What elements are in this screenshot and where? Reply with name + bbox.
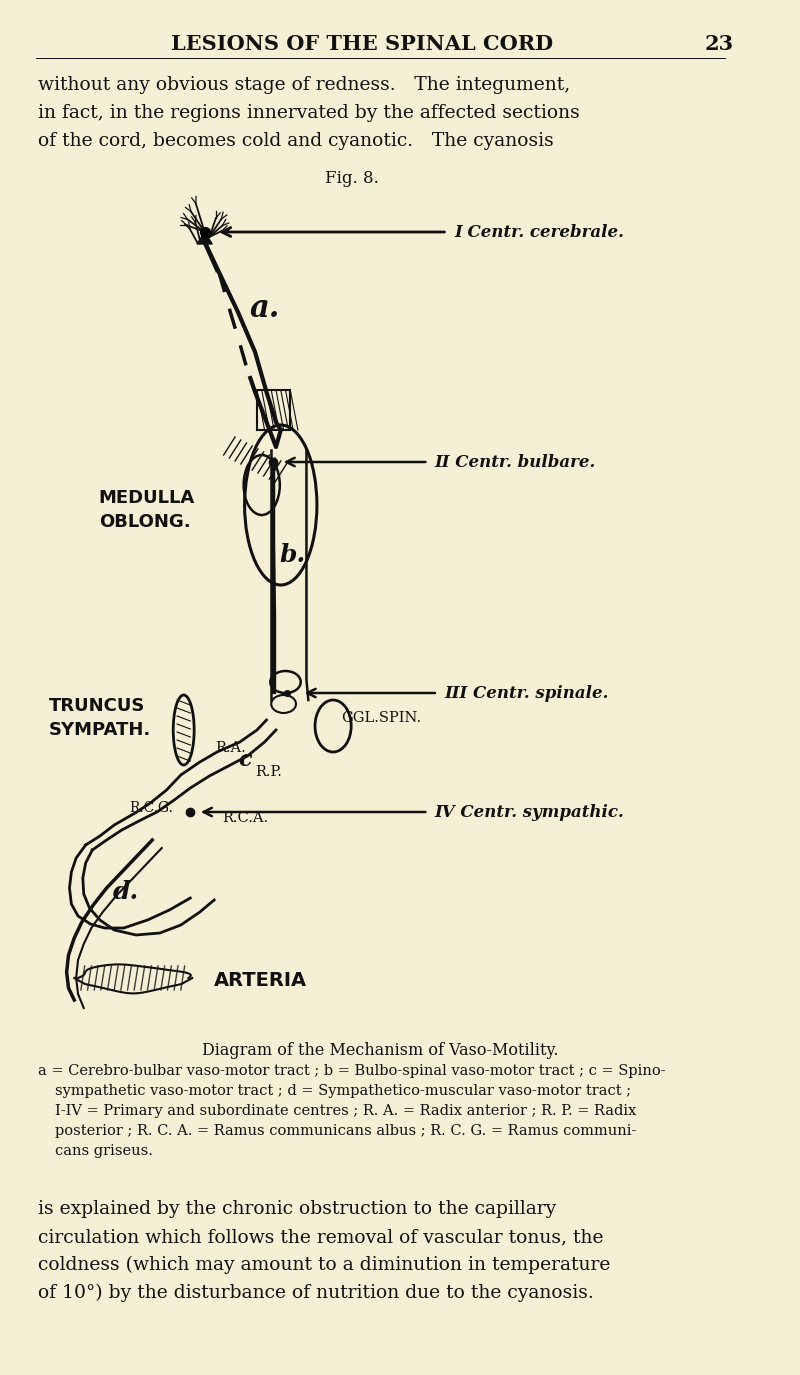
Polygon shape bbox=[197, 232, 212, 243]
Text: b.: b. bbox=[279, 543, 306, 566]
Text: coldness (which may amount to a diminution in temperature: coldness (which may amount to a diminuti… bbox=[38, 1255, 610, 1275]
Text: c: c bbox=[238, 749, 251, 771]
Text: MEDULLA
OBLONG.: MEDULLA OBLONG. bbox=[99, 490, 195, 531]
Text: of the cord, becomes cold and cyanotic. The cyanosis: of the cord, becomes cold and cyanotic. … bbox=[38, 132, 554, 150]
Text: R.A.: R.A. bbox=[215, 741, 246, 755]
Text: GGL.SPIN.: GGL.SPIN. bbox=[341, 711, 421, 725]
Text: d.: d. bbox=[113, 880, 138, 903]
Text: IV Centr. sympathic.: IV Centr. sympathic. bbox=[434, 803, 624, 821]
Text: II Centr. bulbare.: II Centr. bulbare. bbox=[434, 454, 595, 470]
Text: I Centr. cerebrale.: I Centr. cerebrale. bbox=[454, 224, 624, 241]
Text: cans griseus.: cans griseus. bbox=[55, 1144, 153, 1158]
Text: circulation which follows the removal of vascular tonus, the: circulation which follows the removal of… bbox=[38, 1228, 603, 1246]
Text: R.C.G.: R.C.G. bbox=[130, 802, 174, 815]
Text: sympathetic vaso-motor tract ; d = Sympathetico-muscular vaso-motor tract ;: sympathetic vaso-motor tract ; d = Sympa… bbox=[55, 1084, 631, 1099]
Text: R.P.: R.P. bbox=[255, 765, 282, 780]
Text: R.C.A.: R.C.A. bbox=[222, 811, 269, 825]
Text: in fact, in the regions innervated by the affected sections: in fact, in the regions innervated by th… bbox=[38, 104, 580, 122]
Text: of 10°) by the disturbance of nutrition due to the cyanosis.: of 10°) by the disturbance of nutrition … bbox=[38, 1284, 594, 1302]
Text: without any obvious stage of redness. The integument,: without any obvious stage of redness. Th… bbox=[38, 76, 570, 94]
Text: 23: 23 bbox=[705, 34, 734, 54]
Text: Fig. 8.: Fig. 8. bbox=[325, 169, 379, 187]
Text: posterior ; R. C. A. = Ramus communicans albus ; R. C. G. = Ramus communi-: posterior ; R. C. A. = Ramus communicans… bbox=[55, 1123, 637, 1138]
Text: a.: a. bbox=[250, 293, 280, 323]
Text: TRUNCUS
SYMPATH.: TRUNCUS SYMPATH. bbox=[49, 697, 151, 738]
Text: I-IV = Primary and subordinate centres ; R. A. = Radix anterior ; R. P. = Radix: I-IV = Primary and subordinate centres ;… bbox=[55, 1104, 637, 1118]
Text: ARTERIA: ARTERIA bbox=[214, 972, 307, 990]
Text: LESIONS OF THE SPINAL CORD: LESIONS OF THE SPINAL CORD bbox=[170, 34, 553, 54]
Text: is explained by the chronic obstruction to the capillary: is explained by the chronic obstruction … bbox=[38, 1200, 556, 1218]
Text: III Centr. spinale.: III Centr. spinale. bbox=[445, 685, 609, 701]
Text: Diagram of the Mechanism of Vaso-Motility.: Diagram of the Mechanism of Vaso-Motilit… bbox=[202, 1042, 559, 1059]
Text: a = Cerebro-bulbar vaso-motor tract ; b = Bulbo-spinal vaso-motor tract ; c = Sp: a = Cerebro-bulbar vaso-motor tract ; b … bbox=[38, 1064, 666, 1078]
